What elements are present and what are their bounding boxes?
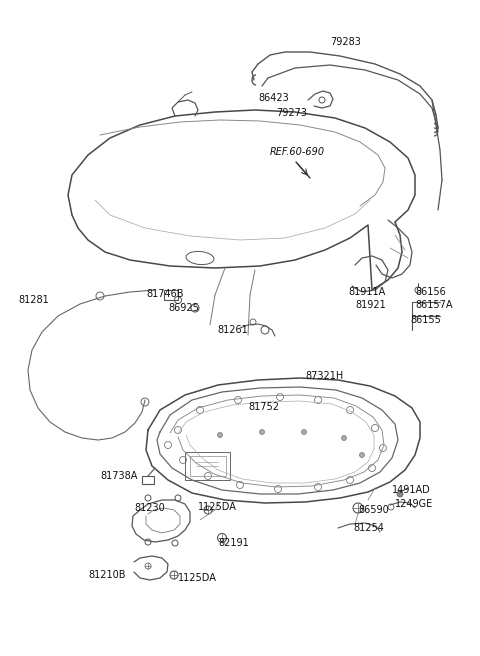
- Text: 86590: 86590: [358, 505, 389, 515]
- Text: 1491AD: 1491AD: [392, 485, 431, 495]
- Text: 86156: 86156: [415, 287, 446, 297]
- Text: 1249GE: 1249GE: [395, 499, 433, 509]
- Text: 81752: 81752: [248, 402, 279, 412]
- Text: 86925: 86925: [168, 303, 199, 313]
- Text: 82191: 82191: [218, 538, 249, 548]
- Bar: [185, 452, 230, 480]
- Text: 81254: 81254: [353, 523, 384, 533]
- Text: 79283: 79283: [330, 37, 361, 47]
- Text: 86157A: 86157A: [415, 300, 453, 310]
- Circle shape: [217, 432, 223, 438]
- Text: 86155: 86155: [410, 315, 441, 325]
- Circle shape: [301, 430, 307, 434]
- Circle shape: [341, 436, 347, 440]
- Text: 79273: 79273: [276, 108, 307, 118]
- Circle shape: [397, 491, 403, 497]
- Bar: [164, 290, 178, 300]
- Text: 81261: 81261: [217, 325, 248, 335]
- Text: 81281: 81281: [18, 295, 49, 305]
- Text: 81738A: 81738A: [100, 471, 137, 481]
- Circle shape: [360, 453, 364, 457]
- Text: 81911A: 81911A: [348, 287, 385, 297]
- Circle shape: [260, 430, 264, 434]
- Text: 81230: 81230: [134, 503, 165, 513]
- Bar: [142, 476, 154, 484]
- Text: REF.60-690: REF.60-690: [270, 147, 325, 157]
- Text: 1125DA: 1125DA: [198, 502, 237, 512]
- Text: 87321H: 87321H: [305, 371, 343, 381]
- Text: 81746B: 81746B: [146, 289, 183, 299]
- Text: 1125DA: 1125DA: [178, 573, 217, 583]
- Text: 86423: 86423: [258, 93, 289, 103]
- Text: 81921: 81921: [355, 300, 386, 310]
- Text: 81210B: 81210B: [88, 570, 125, 580]
- Bar: [190, 456, 226, 476]
